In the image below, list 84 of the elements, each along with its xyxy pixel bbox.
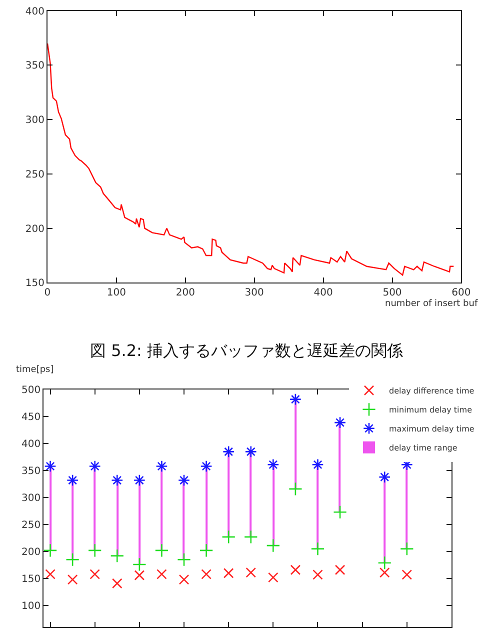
point [111,474,124,486]
y-tick-label: 200 [22,547,41,558]
point [379,567,390,578]
point [66,474,79,486]
bar [182,480,185,560]
y-tick-label: 250 [25,169,44,180]
point [132,558,146,572]
legend-label: minimum delay time [389,406,472,415]
line-series [47,42,454,276]
x-tick-label: 200 [176,288,195,299]
point [178,474,190,486]
point [266,538,280,553]
y-tick-label: 300 [25,115,44,126]
legend-label: delay difference time [389,386,474,396]
y-tick-label: 250 [22,520,41,532]
legend-label: delay time range [389,444,458,453]
point [66,552,80,567]
x-tick-label: 600 [452,288,471,299]
point [156,460,168,472]
point [199,543,214,558]
point [200,460,212,472]
point [312,570,323,580]
point [334,564,346,576]
y-tick-label: 450 [22,412,41,424]
y-tick-label: 300 [22,493,41,504]
point [244,446,257,458]
point [310,542,325,556]
point [154,543,169,558]
point [222,446,235,458]
point [177,552,191,567]
point [45,569,56,580]
bar [228,452,230,537]
point [110,548,124,563]
point [44,460,56,472]
point [402,570,412,580]
x-tick-label: 500 [382,288,402,299]
y-tick-label: 150 [25,278,44,290]
point [312,458,324,471]
point [244,530,258,544]
point [134,570,145,580]
y-tick-label: 350 [22,466,41,478]
y-tick-label: 100 [22,600,41,612]
point [400,542,414,556]
point [289,393,302,406]
point [223,568,234,578]
x-axis-title: number of insert buf [385,299,478,309]
y-tick-label: 150 [22,574,41,586]
point [112,578,122,589]
y-tick-label: 500 [22,385,41,396]
point [222,530,236,544]
y-axis-title: time[ps] [16,365,54,375]
point [43,543,58,558]
bar [406,464,408,549]
point [334,416,346,429]
point [67,574,78,585]
point [290,564,301,576]
x-tick-label: 100 [106,288,126,299]
point [88,543,102,558]
x-tick-label: 400 [314,288,333,299]
point [201,569,212,580]
x-tick-label: 300 [244,288,264,299]
point [267,458,280,471]
point [333,505,347,520]
point [288,482,302,496]
y-tick-label: 350 [25,60,44,72]
point [133,474,146,486]
point [88,460,101,472]
point [246,567,256,578]
y-tick-label: 400 [22,439,41,450]
bar [294,399,297,489]
bar [338,422,341,512]
y-tick-label: 200 [25,224,44,235]
point [178,574,190,585]
legend-label: maximum delay time [389,424,474,434]
point [156,569,167,580]
bar [72,480,74,560]
x-tick-label: 0 [44,288,51,299]
point [90,569,100,580]
point [378,470,391,484]
point [378,556,392,570]
bar [138,480,141,564]
point [268,572,278,583]
y-tick-label: 400 [25,6,44,18]
caption: 図 5.2: 挿入するバッファ数と遅延差の関係 [90,341,404,360]
